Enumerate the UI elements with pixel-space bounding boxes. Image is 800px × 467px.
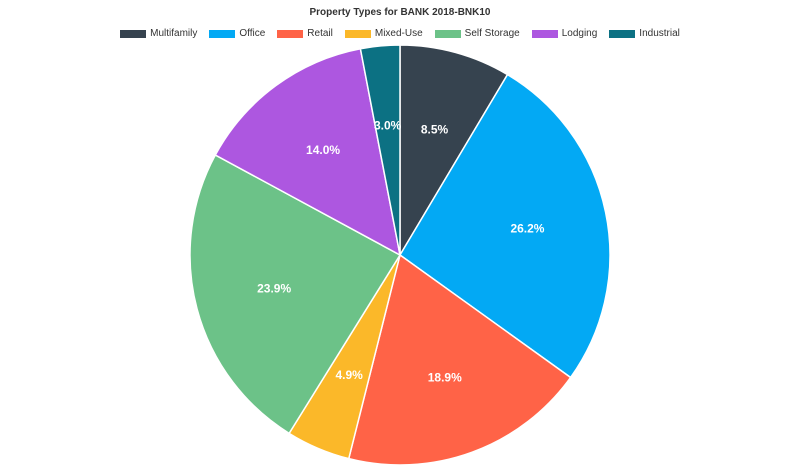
legend-label-office: Office <box>239 28 266 39</box>
legend-swatch-industrial <box>609 29 636 38</box>
legend-item-self-storage[interactable]: Self Storage <box>434 28 520 39</box>
slice-label-multifamily: 8.5% <box>421 122 449 136</box>
legend-label-retail: Retail <box>307 28 333 39</box>
slice-label-mixed-use: 4.9% <box>335 368 363 382</box>
legend-item-retail[interactable]: Retail <box>277 28 333 39</box>
slice-label-retail: 18.9% <box>428 370 462 384</box>
legend-swatch-mixed-use <box>344 29 371 38</box>
legend-swatch-retail <box>277 29 304 38</box>
legend-label-mixed-use: Mixed-Use <box>374 28 423 39</box>
pie-slice-multifamily[interactable] <box>399 44 509 258</box>
legend-item-mixed-use[interactable]: Mixed-Use <box>344 28 423 39</box>
pie-slice-lodging[interactable] <box>214 47 402 257</box>
legend-item-office[interactable]: Office <box>209 28 265 39</box>
legend-swatch-self-storage <box>434 29 461 38</box>
legend-item-lodging[interactable]: Lodging <box>531 28 598 39</box>
legend-swatch-office <box>209 29 236 38</box>
slice-label-self-storage: 23.9% <box>257 281 291 295</box>
pie-slice-office[interactable] <box>399 73 611 379</box>
legend-label-multifamily: Multifamily <box>150 28 198 39</box>
legend-label-self-storage: Self Storage <box>464 28 520 39</box>
legend: Multifamily Office Retail Mixed-Use Self… <box>0 28 800 39</box>
legend-label-lodging: Lodging <box>561 28 598 39</box>
slice-label-lodging: 14.0% <box>306 143 340 157</box>
slice-label-industrial: 3.0% <box>374 118 402 132</box>
legend-label-industrial: Industrial <box>639 28 680 39</box>
pie-slice-industrial[interactable] <box>359 44 401 256</box>
legend-swatch-lodging <box>531 29 558 38</box>
legend-item-multifamily[interactable]: Multifamily <box>120 28 197 39</box>
chart-title: Property Types for BANK 2018-BNK10 <box>309 7 491 18</box>
legend-item-industrial[interactable]: Industrial <box>609 28 680 39</box>
legend-swatch-multifamily <box>120 29 147 38</box>
pie-slice-self-storage[interactable] <box>189 154 402 435</box>
pie-slice-retail[interactable] <box>347 253 572 466</box>
slice-label-office: 26.2% <box>510 221 544 235</box>
